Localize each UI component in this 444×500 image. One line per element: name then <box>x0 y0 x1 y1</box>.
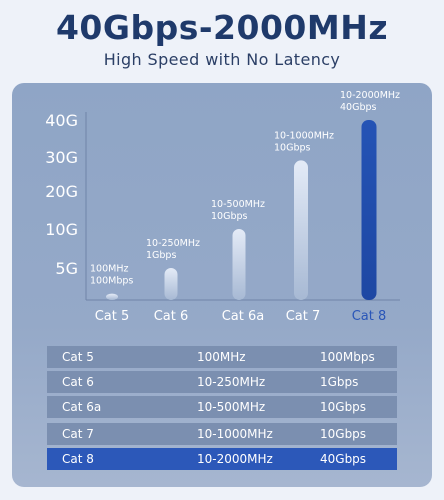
data-label: 100Mbps <box>90 276 133 287</box>
category-label: Cat 8 <box>352 309 387 324</box>
table-row: Cat 6 10-250MHz 1Gbps <box>47 371 397 393</box>
cable-cell: Cat 5 <box>62 350 94 364</box>
y-tick-label: 40G <box>45 111 78 130</box>
frequency-cell: 10-500MHz <box>197 400 266 414</box>
bar <box>106 293 118 300</box>
table-row: Cat 6a 10-500MHz 10Gbps <box>47 396 397 418</box>
speed-cell: 1Gbps <box>320 375 359 389</box>
frequency-cell: 10-1000MHz <box>197 427 273 441</box>
data-label: 1Gbps <box>146 250 176 261</box>
bar <box>164 268 178 300</box>
speed-cell: 10Gbps <box>320 400 367 414</box>
data-label: 40Gbps <box>340 102 377 113</box>
page-title: 40Gbps-2000MHz <box>55 8 389 47</box>
frequency-cell: 10-2000MHz <box>197 452 273 466</box>
bar <box>294 160 308 300</box>
cable-cell: Cat 6 <box>62 375 94 389</box>
bar <box>232 229 246 300</box>
data-label: 10Gbps <box>211 211 248 222</box>
y-tick-label: 10G <box>45 220 78 239</box>
speed-cell: 10Gbps <box>320 427 367 441</box>
cable-cell: Cat 6a <box>62 400 102 414</box>
table-row-highlight: Cat 8 10-2000MHz 40Gbps <box>47 448 397 470</box>
bar <box>361 120 377 300</box>
data-label: 10-1000MHz <box>274 130 334 141</box>
table-row: Cat 5 100MHz 100Mbps <box>47 346 397 368</box>
data-label: 10-250MHz <box>146 238 200 249</box>
category-label: Cat 5 <box>95 309 130 324</box>
data-label: 10-500MHz <box>211 199 265 210</box>
category-label: Cat 6 <box>154 309 189 324</box>
y-tick-label: 30G <box>45 148 78 167</box>
frequency-cell: 10-250MHz <box>197 375 266 389</box>
category-label: Cat 7 <box>286 309 321 324</box>
category-label: Cat 6a <box>222 309 265 324</box>
frequency-cell: 100MHz <box>197 350 246 364</box>
data-label: 10-2000MHz <box>340 90 400 101</box>
data-label: 100MHz <box>90 264 128 275</box>
speed-cell: 40Gbps <box>320 452 367 466</box>
cable-cell: Cat 8 <box>62 452 94 466</box>
y-tick-label: 5G <box>55 259 78 278</box>
y-tick-label: 20G <box>45 182 78 201</box>
speed-cell: 100Mbps <box>320 350 375 364</box>
page-subtitle: High Speed with No Latency <box>103 50 341 69</box>
cable-cell: Cat 7 <box>62 427 94 441</box>
table-row: Cat 7 10-1000MHz 10Gbps <box>47 423 397 445</box>
data-label: 10Gbps <box>274 142 311 153</box>
